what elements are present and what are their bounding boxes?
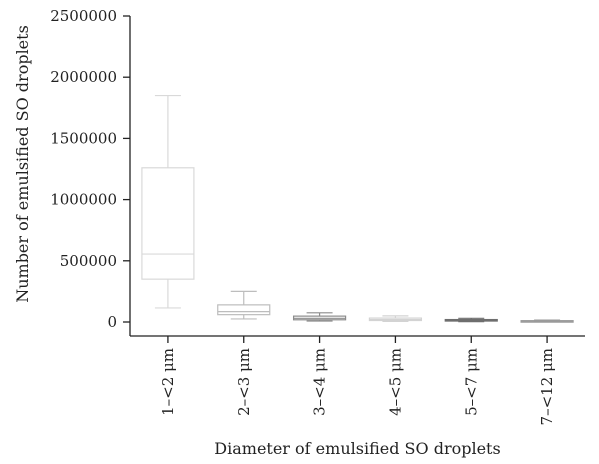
plot-area [141,94,574,323]
y-tick-label: 0 [107,313,117,331]
x-tick-label: 5–<7 μm [462,348,480,416]
x-axis-title: Diameter of emulsified SO droplets [214,439,500,458]
x-axis-ticks: 1–<2 μm 2–<3 μm 3–<4 μm 4–<5 μm 5–<7 μm 7–<12… [159,336,556,425]
y-tick-label: 2000000 [50,68,117,86]
x-tick-label: 3–<4 μm [311,348,329,416]
axes [129,16,585,337]
box-4 [368,315,423,322]
box-5 [444,317,498,323]
x-tick-label: 4–<5 μm [386,348,404,416]
y-tick-label: 1000000 [50,191,117,209]
y-tick-label: 2500000 [50,7,117,25]
box-3 [292,312,347,322]
x-tick-label: 7–<12 μm [538,348,556,425]
x-tick-label: 1–<2 μm [159,348,177,416]
iqr-box [217,304,271,316]
iqr-box [141,167,195,280]
y-tick-label: 500000 [60,252,117,270]
x-tick-label: 2–<3 μm [235,348,253,416]
y-tick-label: 1500000 [50,129,117,147]
y-axis-ticks: 0 500000 1000000 1500000 2000000 2500000 [50,7,130,331]
box-6 [520,319,574,323]
box-1 [141,94,195,309]
box-2 [217,290,271,320]
y-axis-title: Number of emulsified SO droplets [13,25,32,303]
